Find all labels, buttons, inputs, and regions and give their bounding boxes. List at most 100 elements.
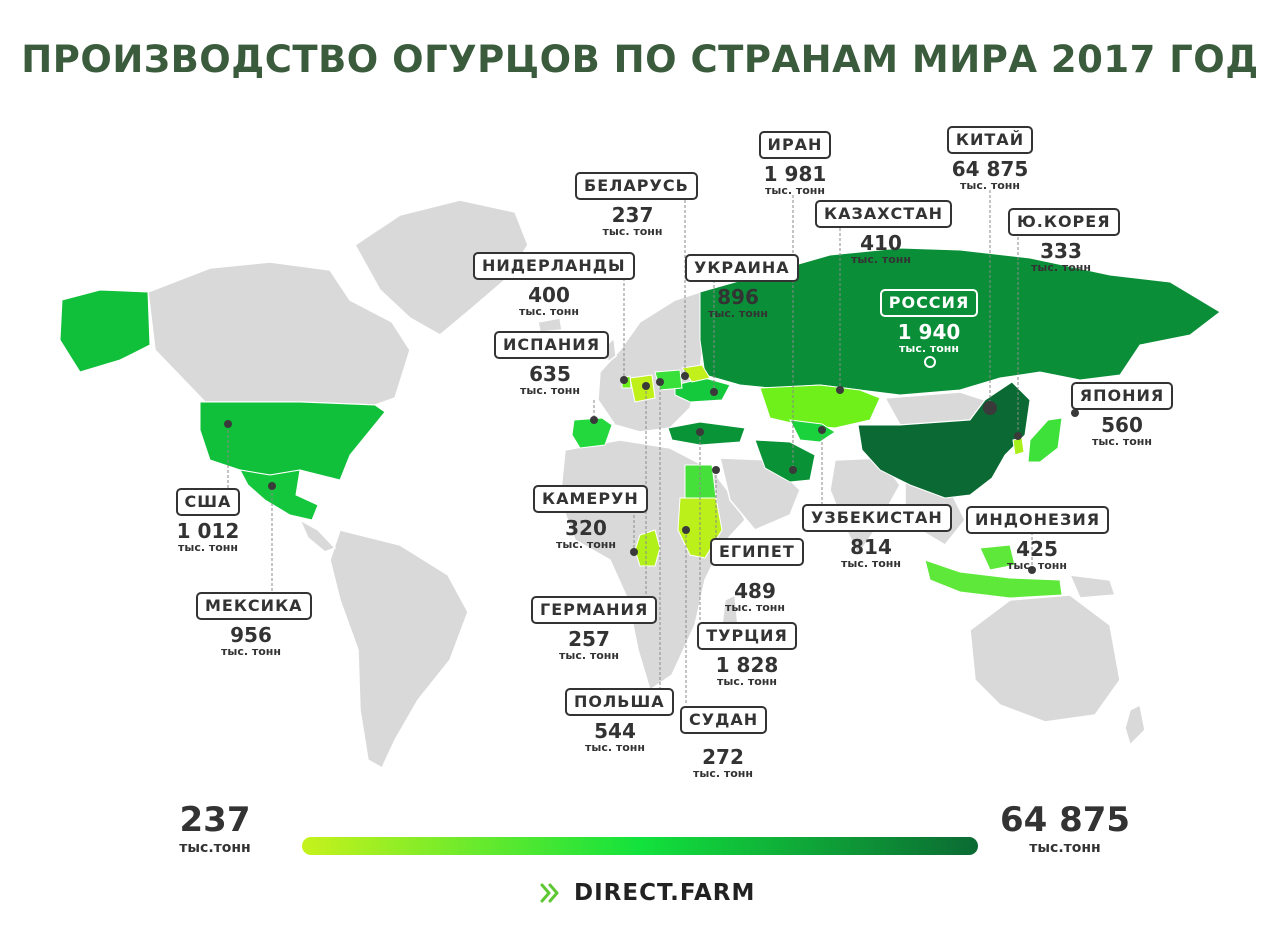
country-label: УКРАИНА bbox=[685, 254, 799, 282]
callout-usa: США 1 012 тыс. тонн bbox=[170, 488, 246, 554]
country-unit: тыс. тонн bbox=[960, 179, 1020, 192]
country-uzbekistan bbox=[789, 419, 836, 443]
country-unit: тыс. тонн bbox=[556, 538, 616, 551]
brand-name: DIRECT.FARM bbox=[574, 880, 756, 906]
land-central-america bbox=[298, 518, 337, 553]
callout-turkey: ТУРЦИЯ 1 828 тыс. тонн bbox=[697, 622, 797, 688]
country-label: МЕКСИКА bbox=[196, 592, 312, 620]
country-label: КАЗАХСТАН bbox=[815, 200, 952, 228]
country-unit: тыс. тонн bbox=[178, 541, 238, 554]
country-value: 814 bbox=[850, 535, 892, 559]
country-germany bbox=[629, 374, 656, 403]
country-value: 237 bbox=[611, 203, 654, 227]
country-unit: тыс. тонн bbox=[585, 741, 645, 754]
country-label: РОССИЯ bbox=[879, 289, 979, 317]
country-unit: тыс. тонн bbox=[725, 601, 785, 614]
legend-min-unit: тыс.тонн bbox=[179, 840, 251, 856]
callout-germany: ГЕРМАНИЯ 257 тыс. тонн bbox=[531, 596, 658, 662]
country-value: 425 bbox=[1016, 537, 1058, 561]
country-label: УЗБЕКИСТАН bbox=[802, 504, 952, 532]
callout-iran: ИРАН 1 981 тыс. тонн bbox=[755, 131, 835, 197]
legend-min: 237 тыс.тонн bbox=[150, 800, 280, 856]
callout-uzbekistan: УЗБЕКИСТАН 814 тыс. тонн bbox=[802, 504, 952, 570]
country-unit: тыс. тонн bbox=[559, 649, 619, 662]
country-value: 896 bbox=[717, 285, 759, 309]
country-label: ИСПАНИЯ bbox=[494, 331, 610, 359]
callout-south-korea: Ю.КОРЕЯ 333 тыс. тонн bbox=[1008, 208, 1120, 274]
country-value: 333 bbox=[1040, 239, 1082, 263]
country-value: 956 bbox=[230, 623, 272, 647]
callout-mexico: МЕКСИКА 956 тыс. тонн bbox=[196, 592, 312, 658]
callout-spain: ИСПАНИЯ 635 тыс. тонн bbox=[494, 331, 610, 397]
callout-kazakhstan: КАЗАХСТАН 410 тыс. тонн bbox=[815, 200, 952, 266]
country-unit: тыс. тонн bbox=[693, 767, 753, 780]
country-value: 257 bbox=[568, 627, 610, 651]
country-unit: тыс. тонн bbox=[519, 305, 579, 318]
country-value: 410 bbox=[860, 231, 902, 255]
country-label: ЯПОНИЯ bbox=[1070, 382, 1174, 410]
country-label: ТУРЦИЯ bbox=[697, 622, 797, 650]
callout-netherlands: НИДЕРЛАНДЫ 400 тыс. тонн bbox=[473, 252, 635, 318]
legend-max-value: 64 875 bbox=[999, 800, 1131, 840]
country-kazakhstan bbox=[759, 384, 881, 429]
callout-egypt: ЕГИПЕТ 489 тыс. тонн bbox=[710, 538, 804, 614]
country-value: 1 940 bbox=[897, 320, 961, 344]
country-unit: тыс. тонн bbox=[1031, 261, 1091, 274]
country-label: КИТАЙ bbox=[946, 126, 1034, 154]
legend-max: 64 875 тыс.тонн bbox=[990, 800, 1140, 856]
country-spain bbox=[571, 417, 613, 449]
callout-cameroon: КАМЕРУН 320 тыс. тонн bbox=[533, 485, 648, 551]
country-value: 1 981 bbox=[763, 162, 827, 186]
land-south-america bbox=[329, 529, 469, 770]
country-label: США bbox=[175, 488, 241, 516]
country-japan bbox=[1027, 417, 1063, 463]
country-unit: тыс. тонн bbox=[602, 225, 663, 238]
legend-max-unit: тыс.тонн bbox=[1029, 840, 1101, 856]
land-iceland bbox=[537, 317, 563, 333]
country-alaska bbox=[59, 289, 151, 373]
country-label: ИНДОНЕЗИЯ bbox=[966, 506, 1110, 534]
country-iran bbox=[754, 439, 816, 483]
country-unit: тыс. тонн bbox=[520, 384, 580, 397]
callout-sudan: СУДАН 272 тыс. тонн bbox=[680, 706, 768, 780]
country-value: 1 012 bbox=[176, 519, 240, 543]
country-unit: тыс. тонн bbox=[1007, 559, 1067, 572]
legend-min-value: 237 bbox=[179, 800, 251, 840]
brand-logo: DIRECT.FARM bbox=[540, 878, 755, 908]
country-unit: тыс. тонн bbox=[899, 342, 959, 355]
country-indonesia-borneo bbox=[979, 544, 1016, 571]
country-usa bbox=[199, 401, 386, 481]
map-pin-icon bbox=[224, 356, 1079, 574]
callout-poland: ПОЛЬША 544 тыс. тонн bbox=[565, 688, 674, 754]
country-unit: тыс. тонн bbox=[1092, 435, 1152, 448]
country-turkey bbox=[667, 421, 746, 446]
country-unit: тыс. тонн bbox=[841, 557, 901, 570]
country-value: 64 875 bbox=[951, 157, 1029, 181]
callout-russia: РОССИЯ 1 940 тыс. тонн bbox=[873, 289, 985, 355]
country-label: ГЕРМАНИЯ bbox=[531, 596, 658, 624]
country-value: 635 bbox=[529, 362, 571, 386]
callout-ukraine: УКРАИНА 896 тыс. тонн bbox=[685, 254, 799, 320]
country-value: 544 bbox=[594, 719, 636, 743]
country-label: НИДЕРЛАНДЫ bbox=[473, 252, 635, 280]
callout-indonesia: ИНДОНЕЗИЯ 425 тыс. тонн bbox=[966, 506, 1110, 572]
callout-japan: ЯПОНИЯ 560 тыс. тонн bbox=[1070, 382, 1174, 448]
land-canada bbox=[147, 261, 411, 406]
land-new-zealand bbox=[1124, 703, 1146, 747]
callout-belarus: БЕЛАРУСЬ 237 тыс. тонн bbox=[575, 172, 698, 238]
country-value: 560 bbox=[1101, 413, 1143, 437]
country-unit: тыс. тонн bbox=[717, 675, 777, 688]
country-value: 320 bbox=[565, 516, 607, 540]
country-value: 272 bbox=[702, 745, 744, 769]
country-value: 1 828 bbox=[715, 653, 779, 677]
country-unit: тыс. тонн bbox=[851, 253, 911, 266]
country-unit: тыс. тонн bbox=[221, 645, 281, 658]
country-mexico bbox=[239, 469, 319, 521]
country-south-korea bbox=[1012, 437, 1025, 456]
callout-china: КИТАЙ 64 875 тыс. тонн bbox=[940, 126, 1040, 192]
country-unit: тыс. тонн bbox=[708, 307, 768, 320]
country-label: ИРАН bbox=[758, 131, 832, 159]
country-value: 489 bbox=[734, 579, 776, 603]
land-papua bbox=[1068, 574, 1117, 599]
